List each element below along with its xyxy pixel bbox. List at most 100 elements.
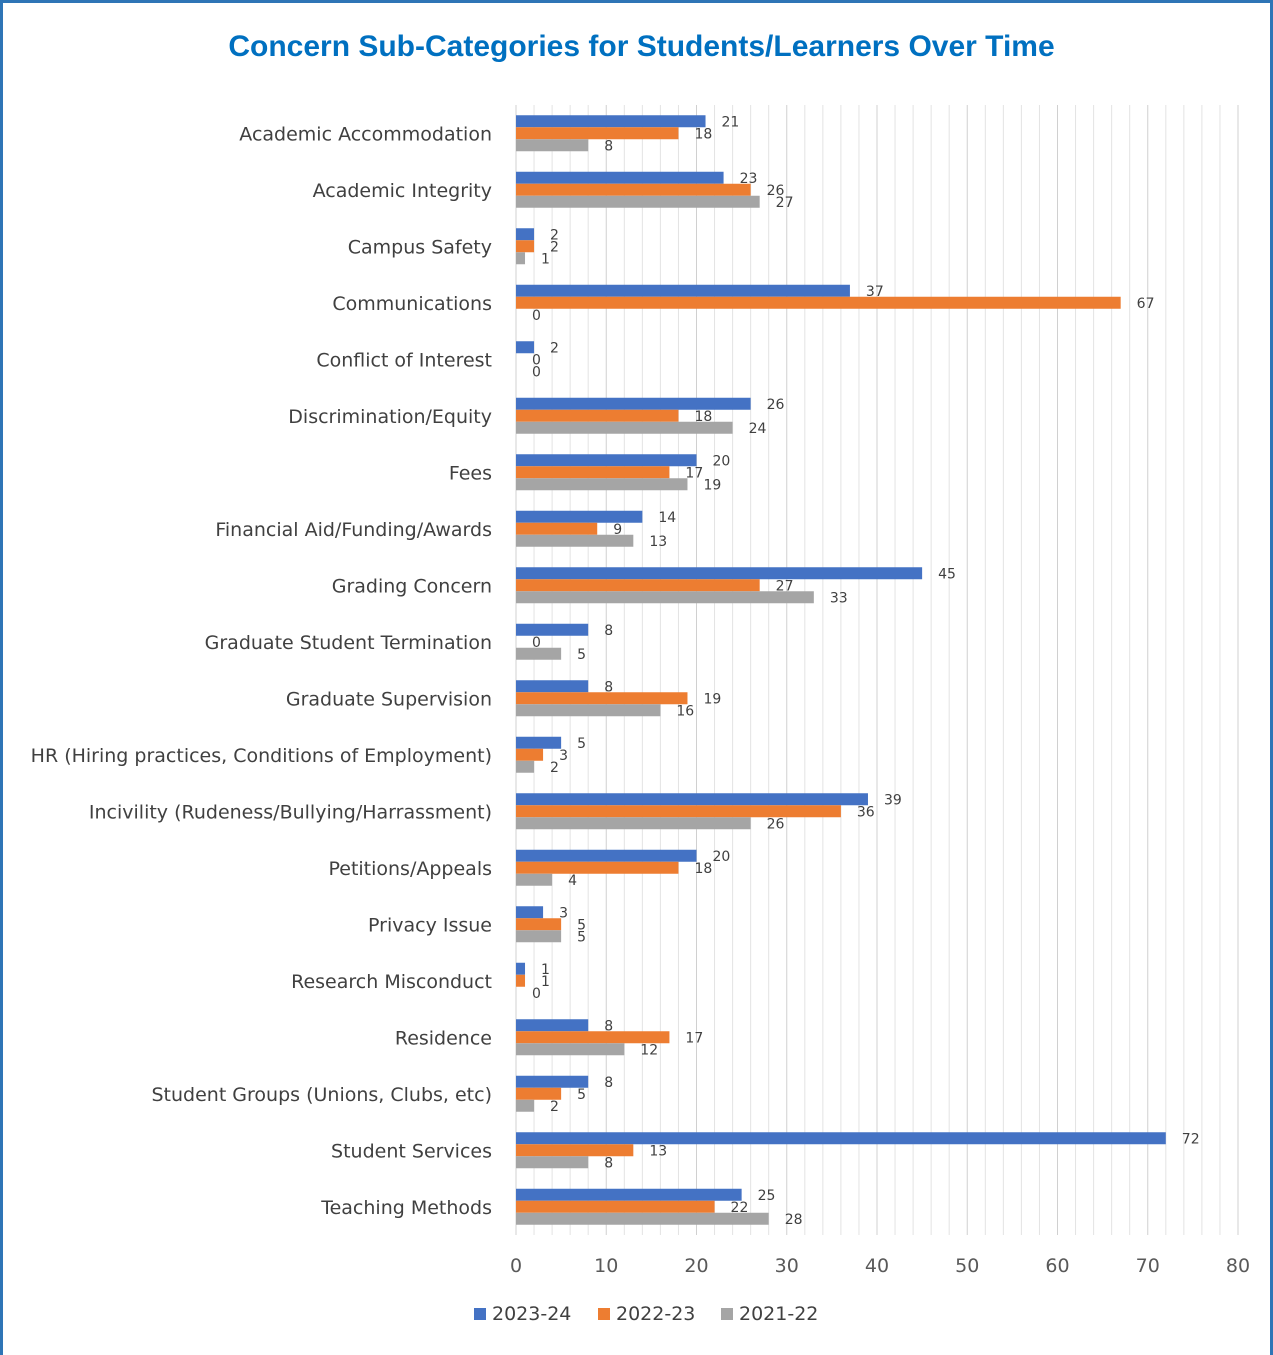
data-label: 0 [532,364,541,380]
legend-label: 2023-24 [492,1303,571,1325]
category-label: Teaching Methods [320,1197,492,1219]
bar-2022-23 [516,748,544,761]
category-label: Privacy Issue [368,914,492,936]
x-tick-label: 40 [865,1255,889,1277]
bar-2022-23 [516,296,1121,309]
data-label: 45 [938,566,956,582]
bar-2021-22 [516,1156,589,1169]
category-label: Petitions/Appeals [328,858,492,880]
bar-2022-23 [516,918,562,931]
category-label: Residence [395,1027,492,1049]
x-tick-label: 20 [684,1255,708,1277]
data-label: 2 [550,239,559,255]
bar-2021-22 [516,817,751,830]
data-label: 14 [658,510,676,526]
category-label: Student Groups (Unions, Clubs, etc) [151,1084,492,1106]
bar-2022-23 [516,1200,715,1213]
bar-2022-23 [516,409,679,422]
bar-2021-22 [516,478,688,491]
x-tick-label: 60 [1045,1255,1069,1277]
bar-2023-24 [516,1019,589,1032]
bar-2022-23 [516,974,526,987]
x-tick-label: 10 [594,1255,618,1277]
data-label: 26 [767,816,785,832]
data-label: 28 [785,1212,803,1228]
bar-2022-23 [516,240,535,253]
data-label: 1 [541,974,550,990]
bar-2021-22 [516,873,553,886]
data-label: 0 [532,352,541,368]
bar-2023-24 [516,510,643,523]
data-label: 23 [740,171,758,187]
data-label: 4 [568,873,577,889]
data-label: 8 [604,1018,613,1034]
x-tick-label: 0 [510,1255,522,1277]
bar-2022-23 [516,127,679,140]
data-label: 27 [776,195,794,211]
data-label: 1 [541,251,550,267]
bar-2023-24 [516,1075,589,1088]
data-label: 12 [640,1042,658,1058]
category-label: Incivility (Rudeness/Bullying/Harrassmen… [89,801,492,823]
category-label: Graduate Student Termination [205,632,492,654]
x-tick-label: 80 [1226,1255,1250,1277]
data-label: 67 [1137,296,1155,312]
bar-2021-22 [516,1212,769,1225]
bar-2023-24 [516,680,589,693]
bar-2022-23 [516,1031,670,1044]
data-label: 8 [604,679,613,695]
legend-swatch [474,1308,486,1320]
category-label: Student Services [331,1140,492,1162]
bar-2022-23 [516,1087,562,1100]
data-label: 19 [703,691,721,707]
legend-swatch [721,1308,733,1320]
bar-2023-24 [516,1188,742,1201]
bar-2023-24 [516,567,923,580]
data-label: 5 [577,917,586,933]
category-label: Research Misconduct [291,971,492,993]
data-label: 5 [577,647,586,663]
bar-2022-23 [516,522,598,535]
bar-2022-23 [516,1144,634,1157]
bar-2021-22 [516,704,661,717]
data-label: 3 [559,905,568,921]
legend-label: 2021-22 [739,1303,818,1325]
bar-2021-22 [516,1043,625,1056]
data-label: 2 [550,340,559,356]
x-tick-label: 30 [775,1255,799,1277]
category-label: Financial Aid/Funding/Awards [215,519,492,541]
data-label: 9 [613,522,622,538]
data-label: 25 [758,1188,776,1204]
data-label: 0 [532,308,541,324]
data-label: 17 [685,465,703,481]
data-label: 8 [604,1155,613,1171]
category-label: Conflict of Interest [316,349,492,371]
data-label: 8 [604,138,613,154]
bar-2023-24 [516,736,562,749]
data-label: 3 [559,748,568,764]
bar-2021-22 [516,195,760,208]
data-label: 26 [767,397,785,413]
category-label: HR (Hiring practices, Conditions of Empl… [31,745,492,767]
data-label: 1 [541,962,550,978]
bar-2023-24 [516,962,526,975]
legend-label: 2022-23 [616,1303,695,1325]
bar-2022-23 [516,579,760,592]
bar-2021-22 [516,1099,535,1112]
bar-2023-24 [516,341,535,354]
category-label: Academic Integrity [313,180,492,202]
bar-2021-22 [516,252,526,265]
data-label: 13 [649,1143,667,1159]
bar-2021-22 [516,534,634,547]
category-label: Grading Concern [332,575,492,597]
data-label: 27 [776,578,794,594]
bar-2022-23 [516,861,679,874]
data-label: 16 [676,703,694,719]
data-label: 2 [550,227,559,243]
data-label: 24 [749,421,767,437]
bar-2023-24 [516,115,706,128]
data-label: 5 [577,929,586,945]
bar-2021-22 [516,591,814,604]
bar-2022-23 [516,692,688,705]
bar-2021-22 [516,139,589,152]
